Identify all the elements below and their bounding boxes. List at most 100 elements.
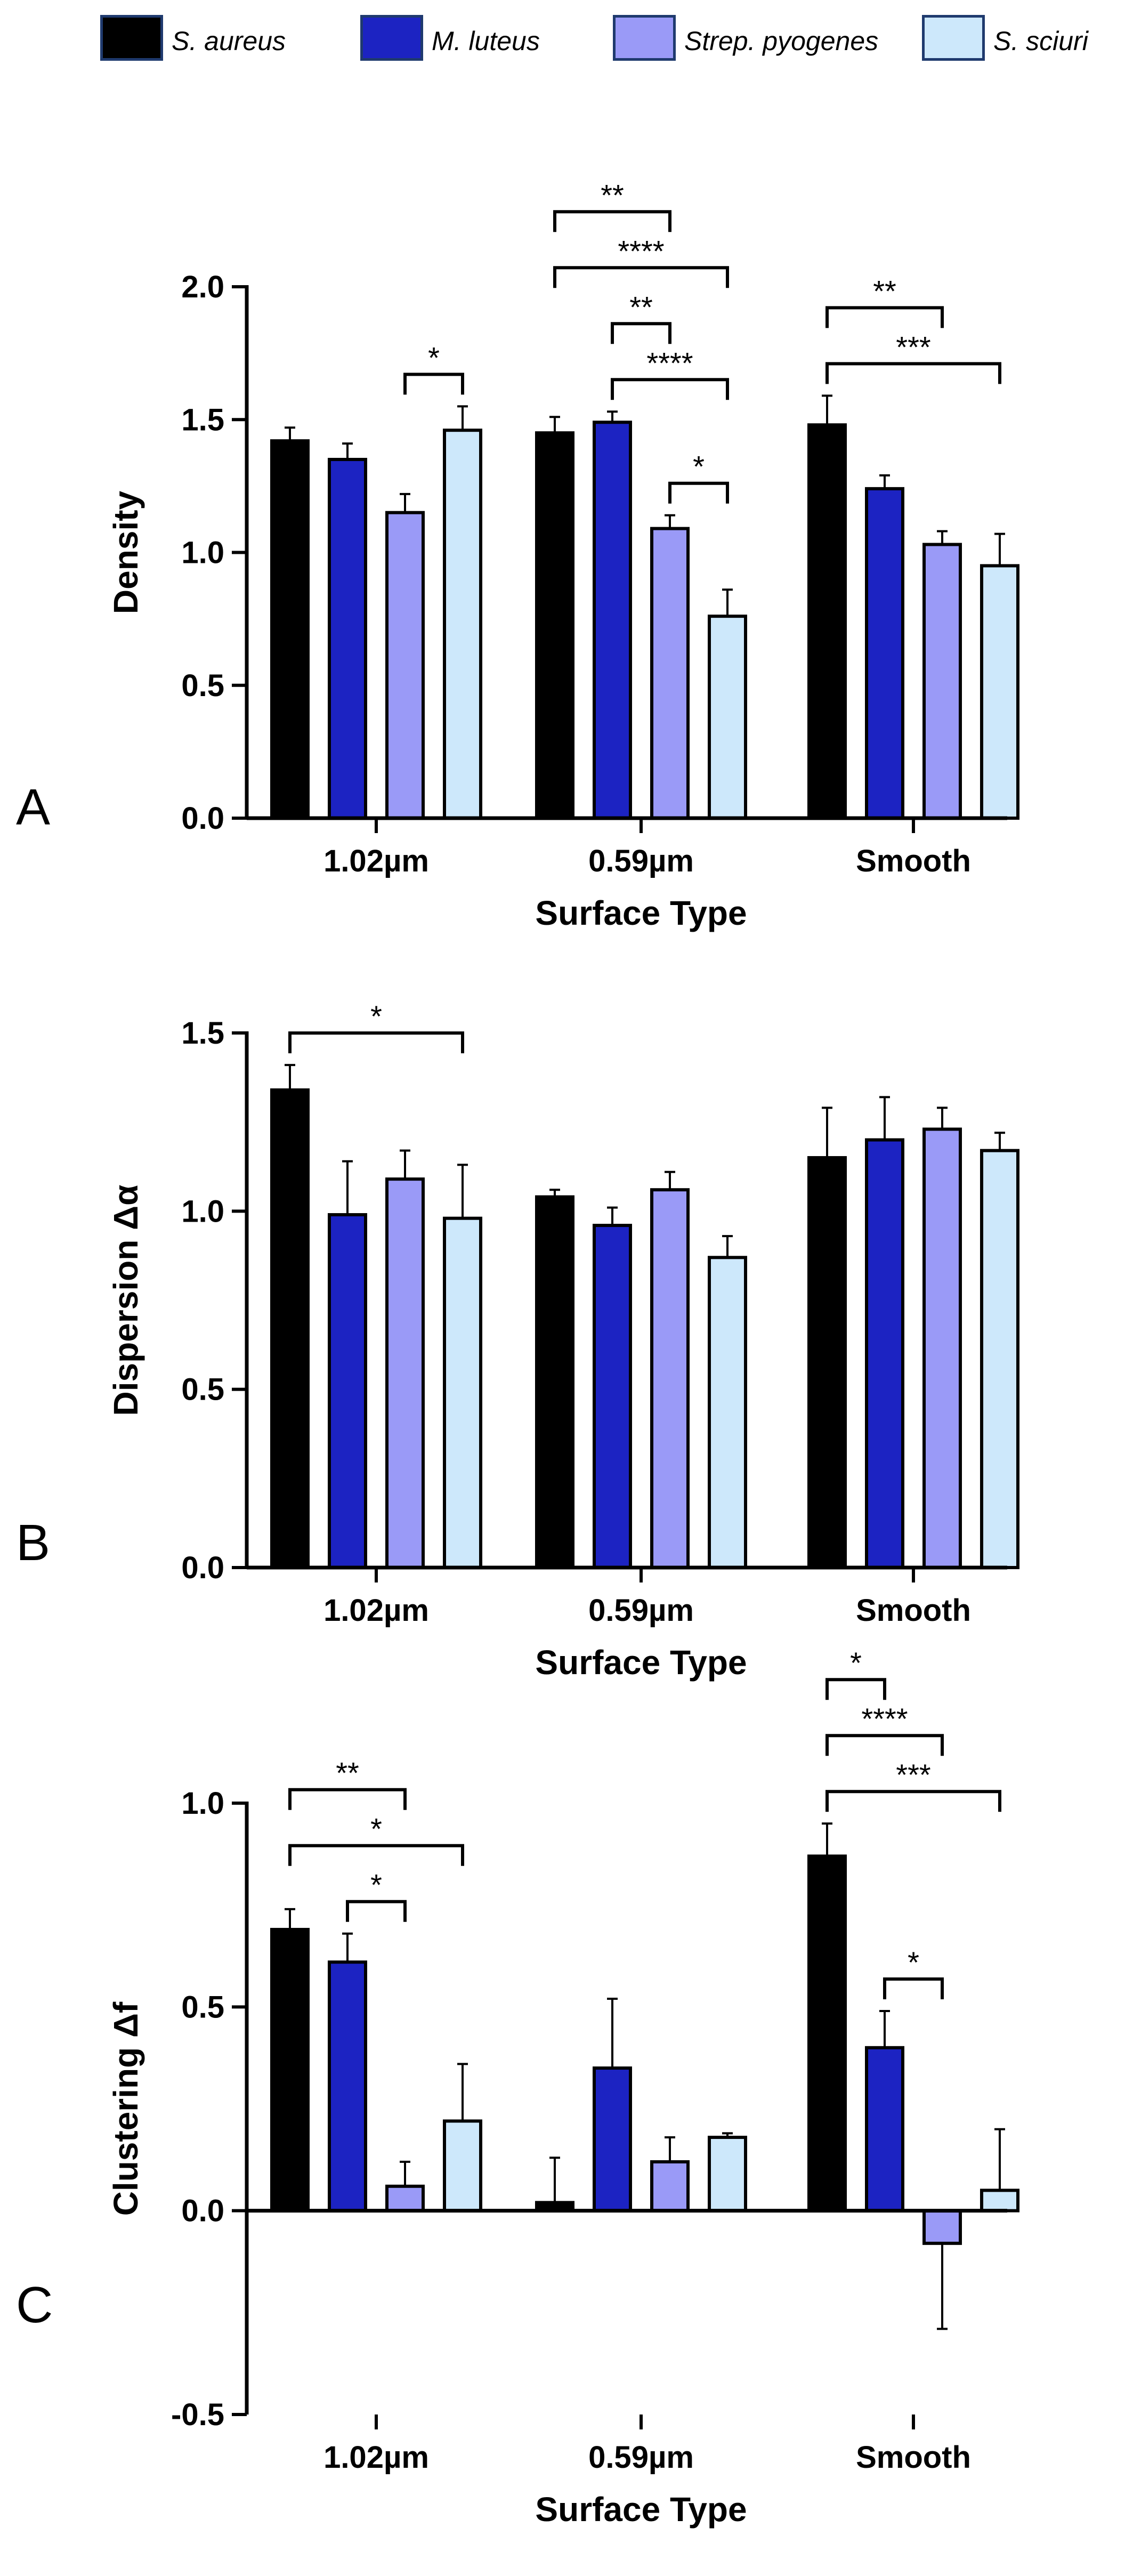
bar-strep-pyogenes-smooth [922,2209,962,2245]
bar-s-aureus-0-59-m [535,431,574,820]
bar-strep-pyogenes-0-59-m [650,2160,690,2212]
x-tick-label-1-02-m: 1.02µm [323,2440,429,2475]
significance-bracket [825,1678,886,1700]
legend-swatch-s-aureus [100,15,163,61]
legend-label-m-luteus: M. luteus [432,26,540,56]
significance-label: * [370,999,382,1033]
bar-s-aureus-smooth [807,1156,847,1569]
panel-letter-a: A [16,779,51,836]
bar-strep-pyogenes-smooth [922,1127,962,1570]
y-tick-label: 0.0 [181,2194,224,2228]
y-axis-title: Clustering Δf [107,2001,145,2216]
y-tick-label: 1.0 [181,536,224,570]
significance-bracket [288,1788,407,1810]
bar-s-sciuri-1-02-m [443,429,482,820]
legend-label-strep-pyogenes: Strep. pyogenes [684,26,879,56]
bar-s-aureus-1-02-m [270,1088,310,1569]
y-axis-title: Dispersion Δα [107,1185,145,1416]
y-tick-label: 0.5 [181,1372,224,1407]
y-tick-label: 0.5 [181,1990,224,2024]
bar-strep-pyogenes-1-02-m [385,1177,425,1569]
panel-letter-c: C [16,2276,53,2333]
significance-bracket [346,1900,407,1922]
significance-label: * [428,341,440,374]
bar-m-luteus-smooth [865,487,904,820]
bar-s-sciuri-smooth [980,1149,1019,1570]
x-tick-label-smooth: Smooth [856,844,971,878]
x-tick-label-1-02-m: 1.02µm [323,1593,429,1628]
significance-bracket [825,362,1001,384]
bar-s-sciuri-1-02-m [443,2119,482,2212]
significance-label: *** [896,1758,930,1791]
legend-label-s-sciuri: S. sciuri [993,26,1088,56]
significance-label: * [908,1945,919,1979]
significance-bracket [668,481,729,504]
x-tick-label-smooth: Smooth [856,1593,971,1628]
bar-s-aureus-smooth [807,1854,847,2212]
x-tick-label-1-02-m: 1.02µm [323,844,429,878]
bar-s-sciuri-smooth [980,564,1019,820]
significance-label: *** [896,330,930,364]
significance-bracket [825,306,944,328]
legend: S. aureus M. luteus Strep. pyogenes S. s… [0,0,1125,80]
y-tick-label: 1.0 [181,1194,224,1229]
bar-m-luteus-smooth [865,1138,904,1570]
x-tick-label-0-59-m: 0.59µm [588,2440,694,2475]
y-tick-label: 0.0 [181,801,224,836]
bar-s-aureus-1-02-m [270,439,310,820]
significance-label: * [693,450,705,483]
bar-s-sciuri-1-02-m [443,1216,482,1569]
y-tick-label: -0.5 [171,2397,224,2432]
bar-strep-pyogenes-0-59-m [650,1188,690,1570]
significance-label: **** [618,234,664,268]
significance-bracket [611,378,729,400]
bar-m-luteus-0-59-m [593,421,632,820]
bar-s-aureus-0-59-m [535,1195,574,1569]
significance-label: ** [336,1756,359,1790]
bar-s-sciuri-0-59-m [708,2136,747,2212]
legend-swatch-m-luteus [360,15,423,61]
clustering-chart: -0.5 0.0 0.5 1.0 1.02µm 0.59µm Smooth Surface T… [107,1646,1019,2529]
significance-label: ** [629,290,653,324]
y-tick-label: 0.5 [181,668,224,703]
y-tick-label: 0.0 [181,1551,224,1585]
significance-label: **** [646,346,693,379]
dispersion-chart: 0.0 0.5 1.0 1.5 1.02µm 0.59µm Smooth Surface Ty… [107,999,1019,1682]
significance-bracket [825,1790,1001,1812]
legend-label-s-aureus: S. aureus [172,26,286,56]
legend-swatch-strep-pyogenes [613,15,676,61]
bar-m-luteus-0-59-m [593,1224,632,1569]
significance-label: ** [601,178,624,212]
significance-label: * [370,1868,382,1902]
bar-m-luteus-1-02-m [328,458,367,820]
bar-strep-pyogenes-smooth [922,543,962,820]
significance-bracket [288,1031,464,1054]
bar-strep-pyogenes-1-02-m [385,511,425,820]
bar-s-aureus-1-02-m [270,1928,310,2212]
bar-strep-pyogenes-1-02-m [385,2184,425,2212]
significance-label: * [850,1646,862,1679]
x-axis-title: Surface Type [535,894,747,932]
significance-label: ** [873,274,896,308]
x-axis-title: Surface Type [535,1643,747,1682]
significance-label: **** [861,1702,908,1735]
y-tick-label: 1.0 [181,1786,224,1821]
bar-s-sciuri-0-59-m [708,615,747,820]
bar-s-sciuri-smooth [980,2189,1019,2212]
significance-bracket [403,373,464,395]
density-chart: 0.0 0.5 1.0 1.5 2.0 1.02µm 0.59µm Smooth Surface… [107,178,1019,932]
y-tick-label: 2.0 [181,270,224,304]
significance-bracket [553,210,671,232]
x-tick-label-smooth: Smooth [856,2440,971,2475]
bar-m-luteus-1-02-m [328,1960,367,2212]
significance-bracket [553,266,729,288]
significance-label: * [370,1812,382,1846]
bar-s-aureus-smooth [807,423,847,820]
bar-strep-pyogenes-0-59-m [650,527,690,820]
significance-bracket [611,322,671,344]
significance-bracket [883,1977,944,1999]
x-axis-title: Surface Type [535,2490,747,2529]
y-axis-title: Density [107,491,145,615]
significance-bracket [825,1734,944,1756]
significance-bracket [288,1844,464,1866]
